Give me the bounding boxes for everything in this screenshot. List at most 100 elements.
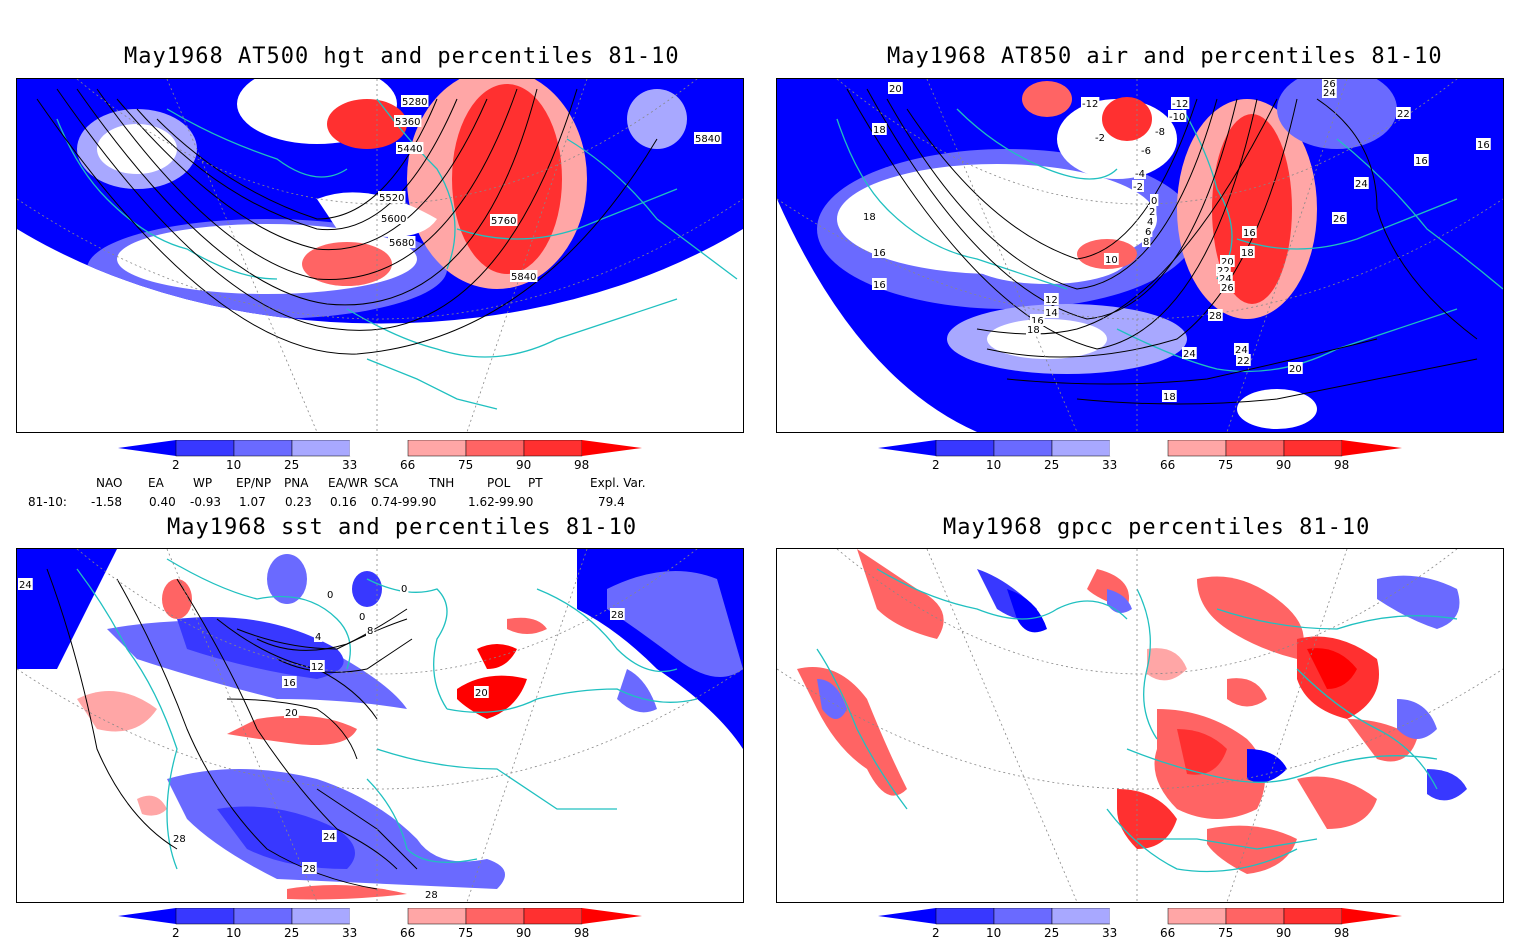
svg-text:22: 22 bbox=[1237, 356, 1250, 367]
contour-label: -12 bbox=[1081, 97, 1100, 110]
contour-label: 20 bbox=[474, 686, 489, 699]
colorbar-tick-label: 90 bbox=[516, 458, 531, 472]
colorbar-swatch bbox=[1283, 439, 1343, 457]
colorbar-tick-label: 25 bbox=[1044, 458, 1059, 472]
index-header: WP bbox=[193, 476, 213, 490]
colorbar-swatch bbox=[993, 907, 1053, 925]
coastlines bbox=[56, 98, 738, 410]
svg-text:24: 24 bbox=[1219, 274, 1232, 285]
svg-text:20: 20 bbox=[1289, 364, 1302, 375]
svg-text:4: 4 bbox=[1147, 217, 1153, 228]
colorbar-arrow-low bbox=[878, 908, 936, 924]
contour-label: 2 bbox=[1148, 205, 1157, 218]
svg-text:0: 0 bbox=[1151, 196, 1157, 207]
contour-label: 18 bbox=[1026, 323, 1041, 336]
colorbar-swatch bbox=[465, 439, 525, 457]
colorbar-tick-label: 98 bbox=[574, 458, 589, 472]
index-header: PNA bbox=[284, 476, 309, 490]
contour-label: 16 bbox=[872, 278, 887, 291]
contour-label: 16 bbox=[282, 676, 297, 689]
colorbar-tick-label: 66 bbox=[400, 458, 415, 472]
colorbar-arrow-low bbox=[118, 440, 176, 456]
index-header: NAO bbox=[96, 476, 123, 490]
contour-label: 26 bbox=[1322, 79, 1337, 90]
contour-label: 0 bbox=[400, 582, 409, 595]
colorbar-swatch bbox=[1283, 907, 1343, 925]
svg-text:28: 28 bbox=[1209, 311, 1222, 322]
svg-text:24: 24 bbox=[1235, 345, 1248, 356]
colorbar-arrow-high bbox=[582, 440, 642, 456]
svg-text:16: 16 bbox=[1243, 228, 1256, 239]
index-value: 0.40 bbox=[149, 495, 176, 509]
svg-text:5680: 5680 bbox=[389, 238, 414, 249]
colorbar-tick-label: 2 bbox=[932, 458, 940, 472]
colorbar-tick-label: 10 bbox=[986, 926, 1001, 940]
contour-label: 0 bbox=[326, 588, 335, 601]
svg-text:16: 16 bbox=[1031, 316, 1044, 327]
colorbar-tick-label: 2 bbox=[172, 926, 180, 940]
contour-label: 0 bbox=[1150, 194, 1159, 207]
svg-text:24: 24 bbox=[1355, 179, 1368, 190]
contour-label: 24 bbox=[322, 830, 337, 843]
colorbar-swatch bbox=[1051, 907, 1111, 925]
colorbar-arrow-low bbox=[118, 908, 176, 924]
colorbar-tick-label: 75 bbox=[458, 458, 473, 472]
svg-text:26: 26 bbox=[1333, 214, 1346, 225]
contour-label: -2 bbox=[1094, 131, 1106, 144]
index-value: -0.93 bbox=[190, 495, 222, 509]
contour-label: 24 bbox=[1182, 347, 1197, 360]
contour-label: 26 bbox=[1220, 281, 1235, 294]
contour-label: 20 bbox=[888, 82, 903, 95]
colorbar-tick-label: 10 bbox=[986, 458, 1001, 472]
svg-text:12: 12 bbox=[1045, 295, 1058, 306]
svg-text:-6: -6 bbox=[1141, 146, 1151, 157]
index-value: -1.58 bbox=[91, 495, 123, 509]
svg-text:28: 28 bbox=[173, 834, 186, 845]
colorbar-swatch bbox=[1167, 439, 1227, 457]
contour-label: 22 bbox=[1396, 107, 1411, 120]
svg-text:16: 16 bbox=[1477, 140, 1490, 151]
svg-text:18: 18 bbox=[1027, 325, 1040, 336]
svg-text:-4: -4 bbox=[1135, 169, 1145, 180]
contour-label: 28 bbox=[1208, 309, 1223, 322]
colorbar-top-left: 2 10 25 33 66 75 90 98 bbox=[118, 439, 648, 476]
contour-label: 14 bbox=[1044, 306, 1059, 319]
svg-text:-2: -2 bbox=[1133, 182, 1143, 193]
colorbar-tick-label: 75 bbox=[1218, 926, 1233, 940]
colorbar-arrow-low bbox=[878, 440, 936, 456]
map-panel-sst: 24 0 0 0 4 8 12 16 20 24 28 28 28 20 28 bbox=[16, 548, 744, 903]
colorbar-svg: 2 10 25 33 66 75 90 98 bbox=[118, 907, 642, 940]
svg-text:-2: -2 bbox=[1095, 133, 1105, 144]
svg-text:6: 6 bbox=[1145, 227, 1151, 238]
contour-label: 18 bbox=[1162, 390, 1177, 403]
colorbar-swatch bbox=[1051, 439, 1111, 457]
svg-text:-8: -8 bbox=[1155, 127, 1165, 138]
contour-label: 16 bbox=[1414, 154, 1429, 167]
svg-text:18: 18 bbox=[1163, 392, 1176, 403]
anomaly-shading bbox=[777, 79, 1503, 432]
contour-label: 5760 bbox=[490, 214, 518, 227]
contour-label: 12 bbox=[1044, 293, 1059, 306]
colorbar-swatch bbox=[1109, 907, 1169, 925]
colorbar-bottom-right: 2 10 25 33 66 75 90 98 bbox=[878, 907, 1408, 944]
contour-label: 8 bbox=[1142, 235, 1151, 248]
svg-text:8: 8 bbox=[1143, 237, 1149, 248]
contour-label: 20 bbox=[284, 706, 299, 719]
svg-text:-12: -12 bbox=[1172, 99, 1188, 110]
colorbar-svg: 2 10 25 33 66 75 90 98 bbox=[878, 439, 1402, 472]
index-header: TNH bbox=[429, 476, 455, 490]
svg-text:18: 18 bbox=[1241, 248, 1254, 259]
graticule bbox=[17, 79, 743, 432]
map-panel-hgt500: 5280 5360 5440 5520 5600 5680 5760 5840 … bbox=[16, 78, 744, 433]
colorbar-swatch bbox=[1225, 439, 1285, 457]
svg-text:18: 18 bbox=[873, 125, 886, 136]
contour-label: 5520 bbox=[378, 191, 406, 204]
colorbar-swatch bbox=[407, 907, 467, 925]
svg-text:26: 26 bbox=[1221, 283, 1234, 294]
contour-label: 4 bbox=[1146, 215, 1155, 228]
map-panel-air850: 20 18 -12 -2 -12 -10 -8 -6 -4 -2 0 2 4 6… bbox=[776, 78, 1504, 433]
index-header: EP/NP bbox=[236, 476, 272, 490]
colorbar-swatch bbox=[1225, 907, 1285, 925]
contour-label: 5840 bbox=[694, 132, 722, 145]
contour-labels: 24 0 0 0 4 8 12 16 20 24 28 28 28 20 28 bbox=[18, 578, 625, 901]
